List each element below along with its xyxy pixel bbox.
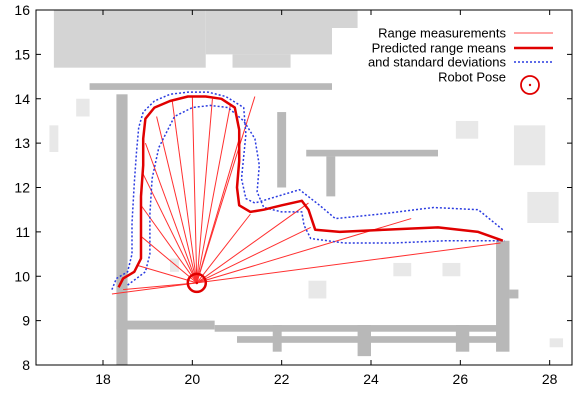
map-obstacle-17 xyxy=(357,325,371,357)
map-obstacle-24 xyxy=(393,262,412,277)
map-obstacle-8 xyxy=(277,112,287,188)
map-obstacle-3 xyxy=(89,83,523,90)
y-tick-label-5: 13 xyxy=(14,135,30,151)
legend-box xyxy=(332,28,532,94)
robot-pose-dot xyxy=(195,281,199,285)
map-obstacle-5 xyxy=(76,98,90,117)
y-tick-label-8: 16 xyxy=(14,2,30,18)
map-obstacle-18 xyxy=(455,325,470,352)
predicted-mean-line xyxy=(117,95,504,288)
map-obstacle-21 xyxy=(549,338,564,348)
legend-label-3: Robot Pose xyxy=(438,70,506,85)
map-obstacle-11 xyxy=(455,120,479,139)
y-tick-label-7: 15 xyxy=(14,46,30,62)
x-tick-label-4: 26 xyxy=(453,371,469,387)
range-beam-10 xyxy=(196,105,231,283)
map-obstacle-26 xyxy=(442,262,461,277)
std-deviation-lower-line xyxy=(127,104,505,286)
range-beam-13 xyxy=(196,213,251,284)
range-beam-2 xyxy=(140,235,198,284)
x-tick-label-0: 18 xyxy=(95,371,111,387)
robot-pose-circle xyxy=(186,272,208,294)
x-tick-label-3: 24 xyxy=(363,371,379,387)
map-obstacle-9 xyxy=(326,156,336,197)
legend-swatch-3 xyxy=(520,75,540,95)
range-beam-4 xyxy=(142,173,198,284)
y-tick-label-1: 9 xyxy=(22,313,30,329)
map-obstacle-0 xyxy=(53,10,206,68)
y-tick-label-4: 12 xyxy=(14,180,30,196)
legend-label-1: Predicted range means xyxy=(372,41,507,56)
legend-label-0: Range measurements xyxy=(378,26,506,41)
y-tick-label-6: 14 xyxy=(14,91,30,107)
range-beam-17 xyxy=(196,242,501,284)
x-tick-label-1: 20 xyxy=(185,371,201,387)
map-obstacle-25 xyxy=(308,280,327,299)
range-beam-15 xyxy=(196,226,311,284)
map-obstacle-16 xyxy=(272,325,282,352)
y-tick-label-2: 10 xyxy=(14,268,30,284)
range-beam-14 xyxy=(196,202,309,284)
map-obstacle-7 xyxy=(116,94,128,365)
range-beam-18 xyxy=(111,282,197,295)
map-obstacle-13 xyxy=(116,320,215,330)
map-obstacle-2 xyxy=(232,54,291,68)
y-tick-label-3: 11 xyxy=(15,224,30,240)
map-obstacle-22 xyxy=(527,191,559,223)
y-tick-label-0: 8 xyxy=(22,357,30,373)
x-tick-label-5: 28 xyxy=(542,371,558,387)
map-obstacle-6 xyxy=(49,125,59,152)
range-beam-9 xyxy=(196,98,213,283)
axis-ticks: 18 20 22 24 26 28 8 9 10 11 12 13 14 15 16 xyxy=(14,2,572,387)
x-tick-label-2: 22 xyxy=(274,371,290,387)
range-beam-7 xyxy=(171,100,198,283)
map-obstacle-10 xyxy=(306,149,438,157)
prediction-lines xyxy=(111,91,505,290)
legend-swatch-dot-3 xyxy=(528,83,532,87)
legend-label-2: and standard deviations xyxy=(368,55,507,70)
map-obstacle-19 xyxy=(496,240,510,352)
range-beam-8 xyxy=(191,96,198,283)
range-beam-6 xyxy=(156,116,198,284)
range-measurements xyxy=(111,96,501,295)
robot-pose-marker xyxy=(186,272,208,294)
range-beam-1 xyxy=(136,264,197,284)
map-obstacle-12 xyxy=(513,125,546,166)
map-obstacle-23 xyxy=(170,258,179,272)
map-obstacle-20 xyxy=(509,289,519,299)
